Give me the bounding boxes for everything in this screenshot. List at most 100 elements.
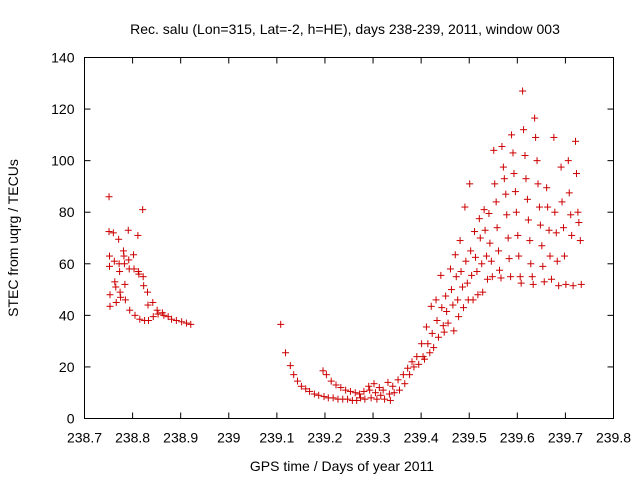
data-point: [106, 302, 114, 310]
data-point: [320, 393, 328, 401]
data-point: [433, 317, 441, 325]
data-point: [458, 283, 466, 291]
data-point: [572, 137, 580, 145]
data-point: [532, 133, 540, 141]
data-point: [332, 381, 340, 389]
data-point: [447, 286, 455, 294]
data-point: [361, 395, 369, 403]
data-point: [121, 296, 129, 304]
data-point: [112, 298, 120, 306]
data-point: [466, 180, 474, 188]
data-point: [476, 234, 484, 242]
data-point: [562, 280, 570, 288]
data-point: [286, 362, 294, 370]
data-points: [105, 87, 585, 404]
data-point: [406, 371, 414, 379]
data-point: [568, 231, 576, 239]
data-point: [121, 280, 129, 288]
y-tick-label: 80: [59, 204, 75, 220]
data-point: [473, 268, 481, 276]
data-point: [519, 87, 527, 95]
data-point: [524, 216, 532, 224]
data-point: [381, 395, 389, 403]
data-point: [134, 231, 142, 239]
data-point: [574, 208, 582, 216]
data-point: [446, 265, 454, 273]
data-point: [526, 237, 534, 245]
data-point: [277, 320, 285, 328]
data-point: [511, 188, 519, 196]
chart-title: Rec. salu (Lon=315, Lat=-2, h=HE), days …: [130, 21, 560, 37]
data-point: [356, 390, 364, 398]
x-tick-label: 238.7: [67, 430, 102, 446]
data-point: [432, 296, 440, 304]
data-point: [375, 384, 383, 392]
data-point: [488, 273, 496, 281]
x-axis-label: GPS time / Days of year 2011: [250, 458, 434, 474]
data-point: [294, 377, 302, 385]
data-point: [450, 327, 458, 335]
data-point: [168, 315, 176, 323]
data-point: [422, 323, 430, 331]
data-point: [478, 260, 486, 268]
data-point: [520, 126, 528, 134]
data-point: [451, 251, 459, 259]
y-tick-label: 20: [59, 359, 75, 375]
data-point: [399, 371, 407, 379]
x-tick-label: 239.2: [307, 430, 342, 446]
x-tick-label: 239.3: [356, 430, 391, 446]
data-point: [544, 203, 552, 211]
data-point: [500, 175, 508, 183]
data-point: [456, 237, 464, 245]
data-point: [565, 189, 573, 197]
data-point: [160, 311, 168, 319]
data-point: [395, 386, 403, 394]
data-point: [149, 313, 157, 321]
y-tick-label: 40: [59, 307, 75, 323]
data-point: [394, 376, 402, 384]
data-point: [483, 252, 491, 260]
data-point: [512, 208, 520, 216]
data-point: [527, 260, 535, 268]
data-point: [389, 382, 397, 390]
x-tick-label: 239.1: [259, 430, 294, 446]
data-point: [105, 193, 113, 201]
data-point: [536, 221, 544, 229]
data-point: [144, 317, 152, 325]
data-point: [516, 273, 524, 281]
data-point: [523, 195, 531, 203]
data-point: [106, 262, 114, 270]
data-point: [499, 163, 507, 171]
x-tick-label: 239.7: [548, 430, 583, 446]
data-point: [521, 151, 529, 159]
data-point: [428, 329, 436, 337]
data-point: [545, 226, 553, 234]
x-tick-label: 239.8: [596, 430, 631, 446]
x-tick-label: 238.8: [115, 430, 150, 446]
data-point: [418, 340, 426, 348]
data-point: [457, 268, 465, 276]
data-point: [468, 271, 476, 279]
data-point: [467, 247, 475, 255]
data-point: [497, 274, 505, 282]
data-point: [502, 190, 510, 198]
data-point: [452, 273, 460, 281]
data-point: [126, 306, 134, 314]
data-point: [415, 360, 423, 368]
data-point: [534, 180, 542, 188]
data-point: [514, 231, 522, 239]
data-point: [106, 291, 114, 299]
data-point: [424, 340, 432, 348]
data-point: [125, 256, 133, 264]
data-point: [576, 237, 584, 245]
data-point: [139, 206, 147, 214]
data-point: [130, 265, 138, 273]
x-axis-ticks: 238.7 238.8 238.9 239 239.1 239.2 239.3 239.4 23…: [67, 57, 631, 446]
data-point: [471, 228, 479, 236]
data-point: [384, 378, 392, 386]
data-point: [120, 252, 128, 260]
data-point: [353, 396, 361, 404]
data-point: [357, 394, 365, 402]
data-point: [408, 358, 416, 366]
